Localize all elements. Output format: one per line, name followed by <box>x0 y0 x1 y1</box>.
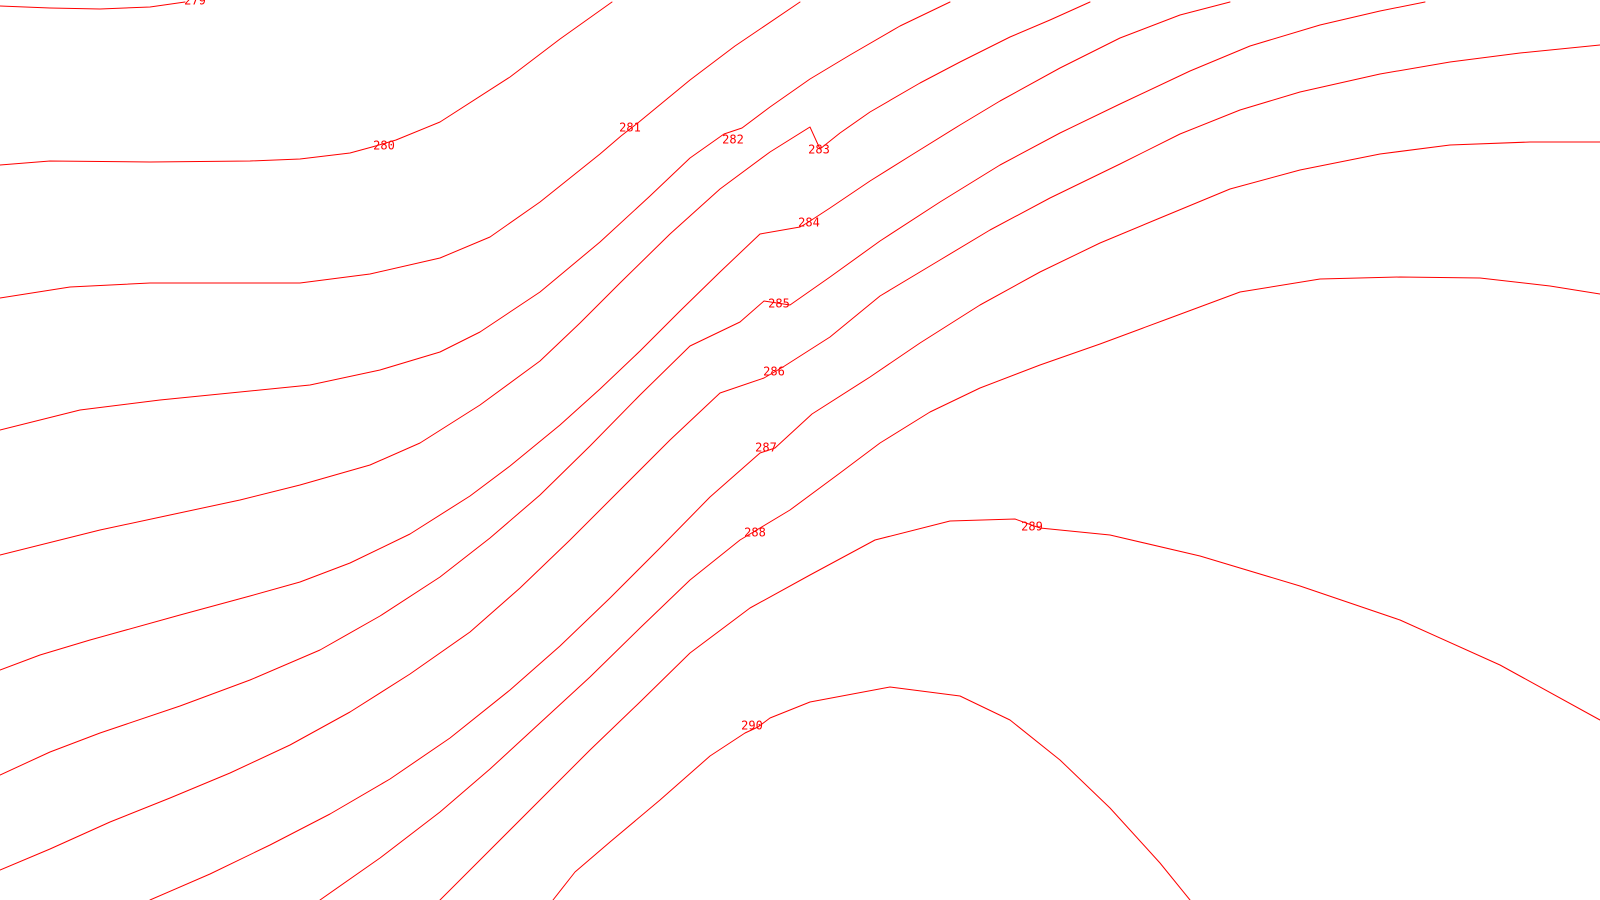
contour-label-282: 282 <box>722 133 744 147</box>
contour-282: 282 <box>0 1 951 431</box>
contour-label-288: 288 <box>744 526 766 540</box>
contour-281: 281 <box>0 1 801 299</box>
contour-line-289 <box>439 518 1600 900</box>
contour-line-281 <box>0 1 801 299</box>
contour-287: 287 <box>149 141 1600 900</box>
contour-279: 279 <box>0 0 206 10</box>
contour-label-284: 284 <box>798 216 820 230</box>
contour-280: 280 <box>0 1 613 166</box>
contour-label-279: 279 <box>184 0 206 8</box>
contour-line-286 <box>0 44 1600 871</box>
contour-285: 285 <box>0 1 1426 776</box>
contour-label-290: 290 <box>741 719 763 733</box>
contour-line-284 <box>0 1 1231 671</box>
contour-283: 283 <box>0 1 1091 556</box>
contour-label-289: 289 <box>1021 520 1043 534</box>
contour-290: 290 <box>552 686 1191 900</box>
contour-286: 286 <box>0 44 1600 871</box>
contour-line-290 <box>552 686 1191 900</box>
contour-line-282 <box>0 1 951 431</box>
contour-line-285 <box>0 1 1426 776</box>
contour-line-288 <box>319 276 1600 900</box>
contour-label-286: 286 <box>763 365 785 379</box>
contour-label-285: 285 <box>768 297 790 311</box>
contour-label-281: 281 <box>619 121 641 135</box>
contour-284: 284 <box>0 1 1231 671</box>
contour-label-287: 287 <box>755 441 777 455</box>
contour-line-280 <box>0 1 613 166</box>
contour-line-283 <box>0 1 1091 556</box>
contour-label-280: 280 <box>373 139 395 153</box>
contour-label-283: 283 <box>808 143 830 157</box>
contour-line-279 <box>0 1 186 10</box>
contour-line-287 <box>149 141 1600 900</box>
contour-289: 289 <box>439 518 1600 900</box>
contour-288: 288 <box>319 276 1600 900</box>
